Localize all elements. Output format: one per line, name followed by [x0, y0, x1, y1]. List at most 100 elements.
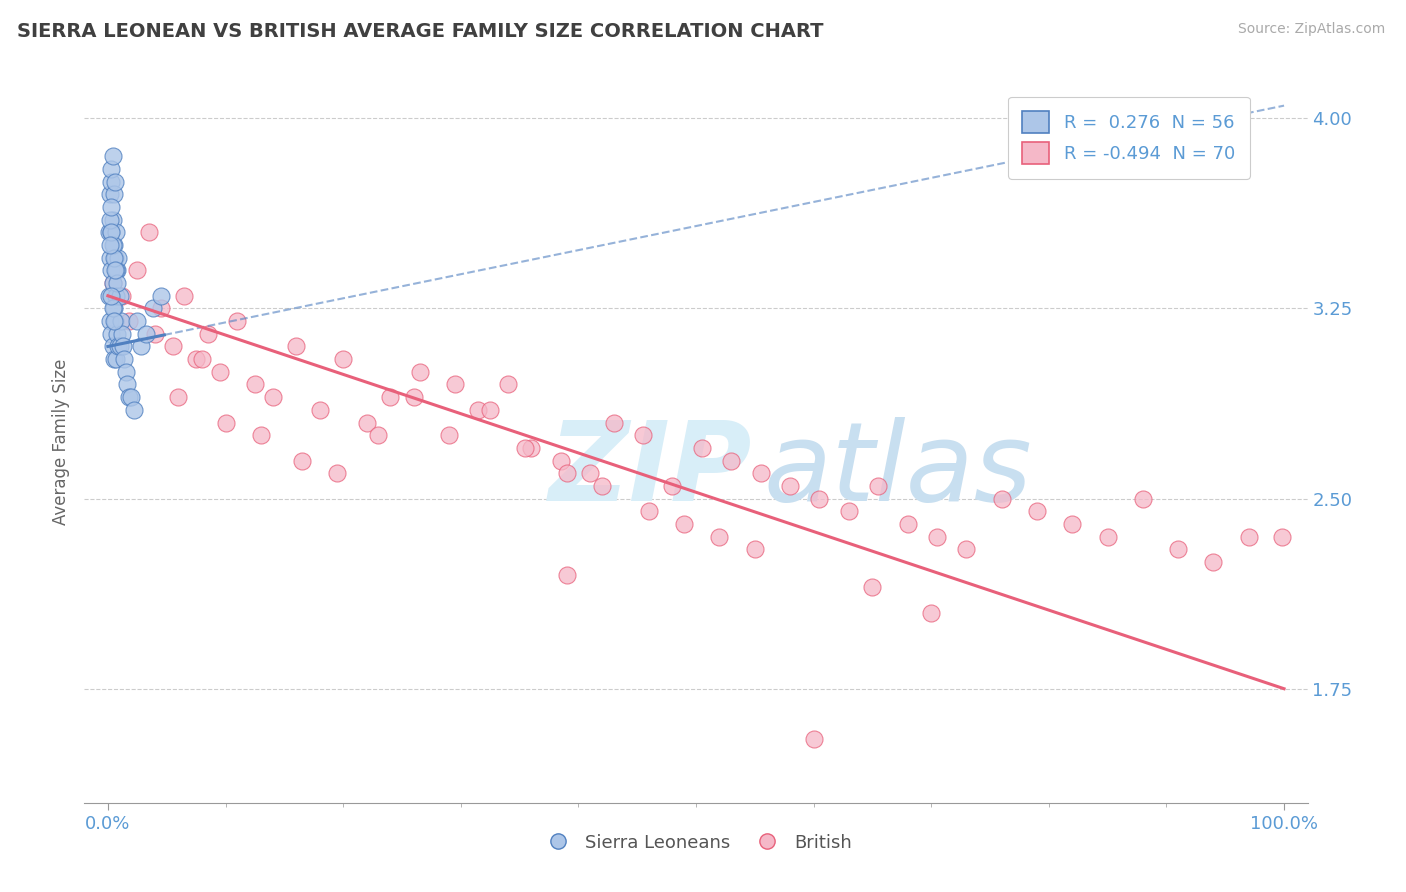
Point — [100, 289, 122, 303]
Point — [101, 238, 124, 252]
Point — [104, 314, 127, 328]
Point — [555, 467, 578, 481]
Point — [100, 161, 122, 176]
Point — [1271, 530, 1294, 544]
Point — [214, 416, 236, 430]
Point — [129, 339, 152, 353]
Point — [98, 251, 121, 265]
Point — [1062, 516, 1084, 531]
Point — [103, 352, 125, 367]
Point — [860, 580, 883, 594]
Point — [98, 238, 121, 252]
Point — [1237, 530, 1260, 544]
Point — [285, 339, 308, 353]
Point — [104, 175, 127, 189]
Point — [112, 352, 135, 367]
Point — [149, 289, 172, 303]
Point — [104, 263, 127, 277]
Point — [142, 301, 165, 316]
Point — [118, 390, 141, 404]
Point — [103, 301, 125, 316]
Point — [98, 226, 121, 240]
Point — [105, 263, 128, 277]
Point — [380, 390, 402, 404]
Point — [779, 479, 801, 493]
Point — [326, 467, 349, 481]
Point — [100, 326, 122, 341]
Point — [100, 226, 122, 240]
Point — [101, 149, 124, 163]
Point — [127, 314, 149, 328]
Point — [515, 441, 537, 455]
Point — [496, 377, 519, 392]
Point — [107, 339, 129, 353]
Point — [98, 314, 121, 328]
Point — [101, 301, 124, 316]
Point — [838, 504, 860, 518]
Point — [118, 314, 141, 328]
Point — [226, 314, 249, 328]
Point — [111, 326, 134, 341]
Point — [127, 263, 149, 277]
Point — [437, 428, 460, 442]
Point — [1167, 542, 1189, 557]
Point — [208, 365, 231, 379]
Point — [103, 238, 125, 252]
Y-axis label: Average Family Size: Average Family Size — [52, 359, 70, 524]
Point — [602, 416, 624, 430]
Point — [479, 402, 502, 417]
Point — [308, 402, 330, 417]
Text: Source: ZipAtlas.com: Source: ZipAtlas.com — [1237, 22, 1385, 37]
Point — [105, 326, 128, 341]
Point — [135, 326, 157, 341]
Point — [591, 479, 613, 493]
Point — [356, 416, 378, 430]
Point — [105, 276, 128, 290]
Point — [105, 226, 128, 240]
Point — [920, 606, 942, 620]
Point — [709, 530, 731, 544]
Point — [402, 390, 425, 404]
Point — [103, 187, 125, 202]
Point — [100, 226, 122, 240]
Point — [100, 200, 122, 214]
Point — [520, 441, 543, 455]
Point — [690, 441, 713, 455]
Point — [100, 263, 122, 277]
Point — [101, 212, 124, 227]
Point — [249, 428, 271, 442]
Point — [408, 365, 430, 379]
Point — [631, 428, 654, 442]
Text: atlas: atlas — [763, 417, 1032, 524]
Point — [197, 326, 219, 341]
Point — [291, 453, 314, 467]
Text: ZIP: ZIP — [550, 417, 752, 524]
Point — [173, 289, 195, 303]
Point — [868, 479, 890, 493]
Point — [101, 276, 124, 290]
Point — [444, 377, 467, 392]
Point — [191, 352, 214, 367]
Legend: Sierra Leoneans, British: Sierra Leoneans, British — [533, 826, 859, 859]
Point — [1097, 530, 1119, 544]
Point — [111, 289, 134, 303]
Point — [143, 326, 166, 341]
Point — [98, 187, 121, 202]
Point — [112, 339, 135, 353]
Point — [897, 516, 920, 531]
Point — [332, 352, 354, 367]
Point — [149, 301, 172, 316]
Point — [749, 467, 772, 481]
Point — [101, 339, 124, 353]
Point — [104, 251, 127, 265]
Point — [991, 491, 1014, 506]
Point — [1026, 504, 1049, 518]
Point — [162, 339, 184, 353]
Point — [925, 530, 948, 544]
Point — [550, 453, 572, 467]
Point — [955, 542, 977, 557]
Point — [744, 542, 766, 557]
Point — [262, 390, 284, 404]
Point — [98, 212, 121, 227]
Point — [101, 276, 124, 290]
